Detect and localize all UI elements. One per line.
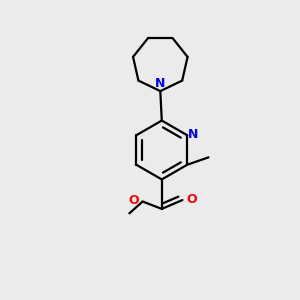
Text: O: O: [186, 193, 196, 206]
Text: N: N: [155, 76, 166, 90]
Text: O: O: [128, 194, 139, 207]
Text: N: N: [188, 128, 198, 141]
